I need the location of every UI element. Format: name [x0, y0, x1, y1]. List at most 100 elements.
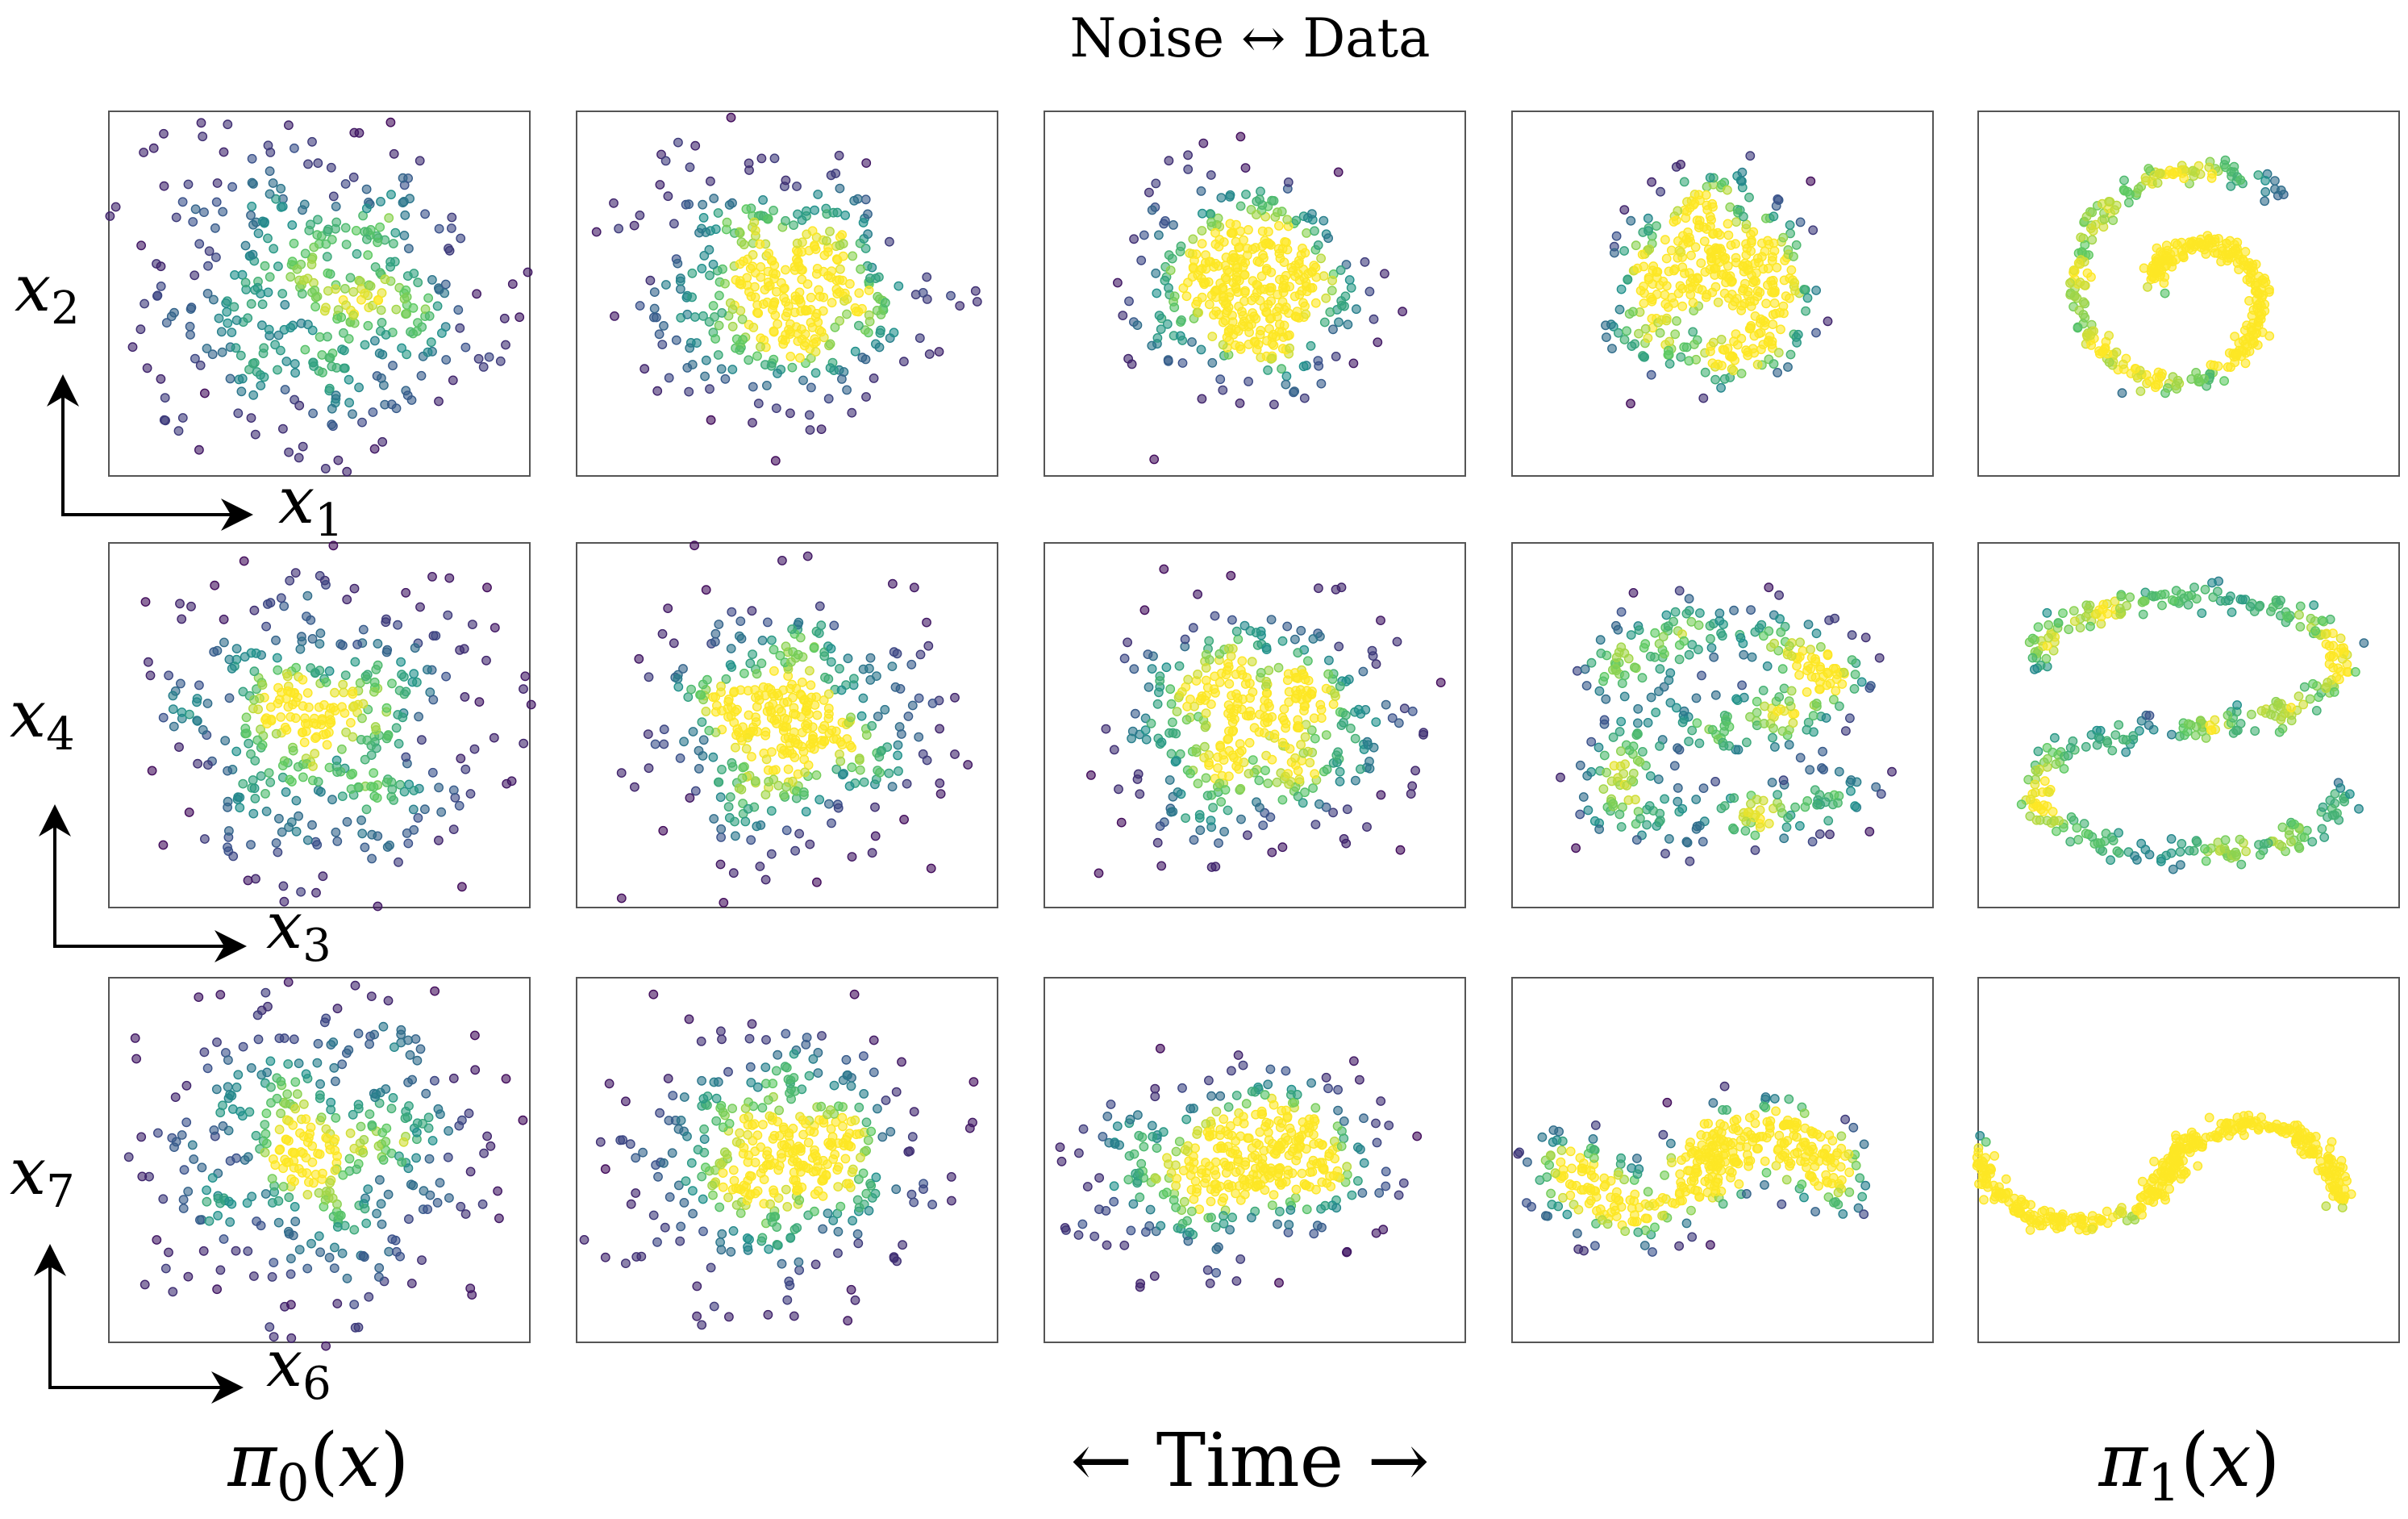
scatter-point	[1673, 236, 1683, 246]
scatter-point	[609, 198, 619, 208]
scatter-point	[1215, 374, 1226, 385]
scatter-point	[223, 842, 232, 853]
scatter-point	[1289, 386, 1300, 396]
scatter-point	[1709, 228, 1719, 239]
scatter-point	[810, 1259, 821, 1270]
scatter-point	[1258, 820, 1269, 830]
scatter-point	[856, 264, 866, 274]
scatter-point	[2042, 607, 2052, 618]
scatter-point	[1619, 335, 1630, 344]
scatter-point	[2260, 186, 2271, 197]
scatter-point	[1321, 730, 1331, 740]
scatter-point	[772, 714, 782, 724]
scatter-point	[735, 631, 744, 641]
scatter-point	[1739, 692, 1749, 703]
scatter-point	[692, 1311, 702, 1321]
scatter-point	[1293, 791, 1303, 802]
scatter-point	[1166, 749, 1177, 759]
scatter-point	[810, 368, 821, 378]
scatter-point	[1196, 344, 1206, 355]
scatter-point	[198, 724, 208, 735]
scatter-point	[1242, 673, 1252, 682]
scatter-point	[2088, 226, 2098, 236]
scatter-point	[295, 1128, 305, 1138]
scatter-point	[764, 777, 773, 787]
scatter-point	[1348, 358, 1359, 369]
scatter-point	[1205, 209, 1215, 219]
scatter-point	[1616, 746, 1626, 757]
scatter-point	[737, 314, 748, 324]
scatter-point	[1679, 636, 1689, 646]
scatter-point	[694, 764, 704, 774]
scatter-point	[2064, 624, 2074, 635]
scatter-point	[767, 635, 777, 645]
scatter-point	[894, 281, 904, 291]
scatter-point	[744, 355, 754, 365]
scatter-point	[348, 286, 359, 297]
scatter-point	[1113, 278, 1123, 288]
scatter-point	[349, 1225, 360, 1235]
scatter-point	[401, 686, 411, 697]
scatter-point	[743, 803, 753, 814]
scatter-point	[718, 1182, 728, 1192]
scatter-point	[1152, 288, 1162, 298]
scatter-point	[444, 1126, 453, 1136]
scatter-point	[1231, 626, 1242, 636]
scatter-point	[650, 739, 660, 749]
scatter-point	[282, 671, 293, 682]
scatter-point	[1202, 791, 1213, 801]
scatter-point	[2125, 592, 2135, 603]
scatter-point	[1684, 649, 1694, 660]
scatter-point	[708, 752, 719, 762]
scatter-point	[1820, 797, 1831, 807]
scatter-point	[2137, 597, 2148, 607]
scatter-point	[750, 225, 760, 236]
scatter-point	[1224, 771, 1234, 782]
scatter-point	[1151, 268, 1161, 278]
scatter-point	[1795, 753, 1806, 763]
scatter-point	[860, 194, 871, 205]
scatter-point	[427, 1136, 438, 1146]
scatter-point	[769, 645, 779, 655]
scatter-point	[869, 373, 879, 383]
scatter-point	[730, 816, 739, 827]
scatter-point	[331, 827, 341, 837]
scatter-point	[867, 720, 877, 731]
scatter-point	[858, 693, 869, 703]
scatter-point	[2232, 700, 2243, 710]
scatter-point	[430, 986, 440, 996]
scatter-point	[1745, 151, 1756, 161]
scatter-point	[2179, 173, 2189, 184]
scatter-point	[397, 343, 406, 353]
scatter-point	[1784, 641, 1794, 651]
scatter-point	[2206, 725, 2216, 735]
scatter-point	[1660, 290, 1670, 300]
scatter-point	[1727, 352, 1738, 361]
scatter-point	[1767, 256, 1777, 265]
scatter-point	[1580, 664, 1590, 674]
scatter-point	[735, 259, 745, 269]
scatter-point	[1210, 611, 1220, 621]
scatter-point	[105, 211, 115, 221]
scatter-point	[1123, 353, 1134, 364]
scatter-point	[1310, 769, 1320, 779]
scatter-point	[203, 261, 213, 271]
scatter-point	[393, 620, 402, 630]
scatter-point	[1198, 138, 1209, 148]
scatter-point	[302, 835, 313, 845]
scatter-point	[378, 380, 389, 390]
scatter-point	[1314, 799, 1324, 809]
scatter-point	[785, 351, 796, 361]
scatter-point	[276, 593, 286, 603]
scatter-point	[1161, 662, 1172, 673]
scatter-point	[727, 607, 737, 617]
scatter-point	[228, 851, 239, 862]
scatter-point	[676, 284, 685, 294]
scatter-point	[1207, 332, 1218, 341]
scatter-point	[250, 429, 260, 440]
scatter-point	[403, 838, 414, 849]
scatter-point	[1741, 816, 1752, 827]
scatter-point	[306, 615, 316, 625]
scatter-point	[272, 1093, 282, 1104]
scatter-point	[308, 762, 318, 771]
